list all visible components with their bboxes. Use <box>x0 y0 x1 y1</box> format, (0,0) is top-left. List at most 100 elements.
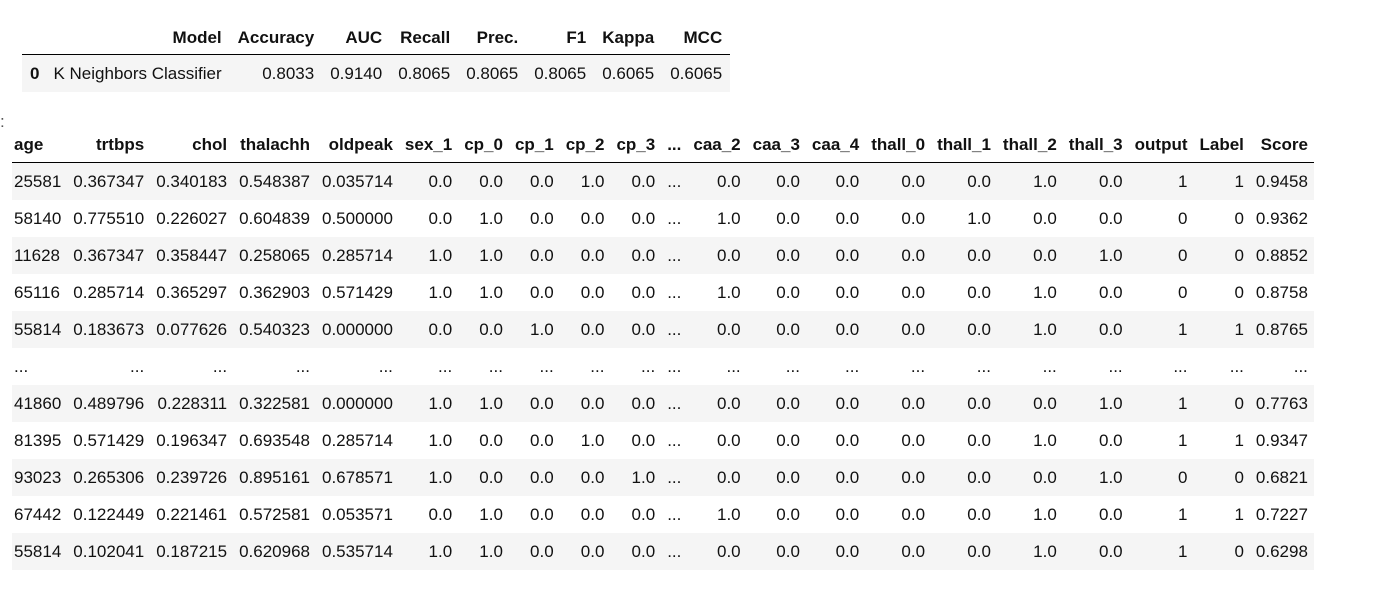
table-cell: 1 <box>1193 162 1250 200</box>
table-cell: 0.0 <box>931 237 997 274</box>
table-cell: 0.0 <box>805 162 866 200</box>
table-cell: 0.0 <box>746 162 806 200</box>
metrics-cell: 0.8065 <box>390 54 459 92</box>
data-column-header: cp_0 <box>458 128 509 163</box>
table-cell: ... <box>438 356 453 376</box>
table-cell: 0.0 <box>631 208 656 228</box>
data-column-header: caa_4 <box>805 128 866 163</box>
table-cell: 0.0 <box>996 237 1063 274</box>
table-cell: 0.0 <box>865 385 932 422</box>
table-cell: 0.0 <box>865 459 932 496</box>
data-column-header: ... <box>661 128 688 163</box>
table-cell: 0.8758 <box>1255 282 1308 302</box>
table-cell: 1.0 <box>610 459 662 496</box>
table-cell: 0.0 <box>1099 430 1123 450</box>
metrics-header-row: Model Accuracy AUC Recall Prec. F1 Kappa MCC <box>22 22 731 55</box>
table-cell: 0.548387 <box>233 162 316 200</box>
metrics-column-header: Prec. <box>458 22 527 55</box>
data-column-header: thalachh <box>233 128 316 163</box>
table-cell: 0.0 <box>835 430 860 450</box>
metrics-cell: K Neighbors Classifier <box>45 54 230 92</box>
row-index: 93023 <box>12 459 68 496</box>
table-row: 65116 0.285714 0.365297 0.362903 0.571429 1.0… <box>12 274 1314 311</box>
table-cell: 0.0 <box>1062 533 1129 570</box>
metrics-cell: 0.8033 <box>229 54 323 92</box>
table-cell: ... <box>661 311 688 348</box>
table-cell: ... <box>661 533 688 570</box>
table-cell: 0.0 <box>746 533 806 570</box>
table-cell: 0.358447 <box>150 237 234 274</box>
table-cell: 1.0 <box>996 311 1063 348</box>
table-cell: 0.0 <box>1099 282 1123 302</box>
data-column-header: thall_0 <box>865 128 932 163</box>
table-cell: 0.0 <box>931 385 997 422</box>
table-cell: 0.0 <box>746 311 806 348</box>
table-cell: 0.0 <box>580 208 605 228</box>
table-cell: 0.0 <box>865 533 932 570</box>
table-cell: 0.0 <box>458 459 509 496</box>
table-cell: 0.0 <box>931 311 997 348</box>
table-cell: 0.265306 <box>67 459 151 496</box>
table-cell: 0.540323 <box>233 311 316 348</box>
table-cell: 0.285714 <box>73 282 145 302</box>
table-row: 81395 0.571429 0.196347 0.693548 0.285714 1.0… <box>12 422 1314 459</box>
table-row: 67442 0.122449 0.221461 0.572581 0.053571 0.0… <box>12 496 1314 533</box>
table-cell: 1.0 <box>479 282 503 302</box>
table-cell: 0.0 <box>1062 311 1129 348</box>
metrics-column-header: Accuracy <box>229 22 323 55</box>
table-cell: 0.0 <box>610 237 662 274</box>
table-cell: 0 <box>1193 237 1250 274</box>
table-cell: 0.0 <box>776 504 800 524</box>
table-cell: 0.0 <box>746 237 806 274</box>
table-cell: 0.0 <box>631 504 656 524</box>
row-index: 25581 <box>12 162 68 200</box>
table-cell: 0.0 <box>746 385 806 422</box>
metrics-column-header: Model <box>45 22 230 55</box>
table-cell: 1.0 <box>479 208 503 228</box>
table-cell: ... <box>726 356 741 376</box>
table-cell: 1.0 <box>398 237 459 274</box>
table-cell: 0 <box>1234 208 1244 228</box>
table-cell: ... <box>488 356 503 376</box>
metrics-cell: 0.6065 <box>594 54 663 92</box>
data-column-header: caa_2 <box>687 128 747 163</box>
table-cell: 1.0 <box>996 533 1063 570</box>
data-column-header: thall_2 <box>996 128 1063 163</box>
table-cell: ... <box>667 504 682 524</box>
table-cell: 0.122449 <box>73 504 145 524</box>
table-cell: 1 <box>1178 504 1188 524</box>
table-cell: 1 <box>1234 430 1244 450</box>
table-cell: 0.285714 <box>322 430 393 450</box>
table-cell: 1.0 <box>508 311 560 348</box>
table-cell: 0.000000 <box>316 385 399 422</box>
table-cell: 0.895161 <box>233 459 316 496</box>
table-cell: 0.620968 <box>233 533 316 570</box>
metrics-cell: 0.8065 <box>526 54 595 92</box>
table-row: 11628 0.367347 0.358447 0.258065 0.285714 1.0… <box>12 237 1314 274</box>
table-cell: 0 <box>1178 282 1188 302</box>
table-cell: ... <box>667 282 682 302</box>
table-cell: 1.0 <box>398 459 459 496</box>
table-cell: 0.0 <box>530 504 554 524</box>
table-cell: 1 <box>1128 385 1194 422</box>
table-cell: ... <box>661 459 688 496</box>
data-column-header: cp_3 <box>610 128 662 163</box>
cell-output-marker: : <box>0 112 5 131</box>
table-cell: 0.0 <box>776 282 800 302</box>
table-cell: 0.187215 <box>150 533 234 570</box>
table-cell: 0.0 <box>996 459 1063 496</box>
row-index: 58140 <box>14 208 62 228</box>
metrics-column-header: F1 <box>526 22 595 55</box>
row-index: 67442 <box>14 504 62 524</box>
table-cell: 0.0 <box>530 282 554 302</box>
table-cell: 1.0 <box>1033 430 1057 450</box>
table-cell: ... <box>295 356 310 376</box>
table-cell: 1.0 <box>458 237 509 274</box>
table-cell: ... <box>641 356 656 376</box>
table-cell: 0.228311 <box>150 385 234 422</box>
table-cell: ... <box>539 356 554 376</box>
table-cell: 0.0 <box>610 311 662 348</box>
table-cell: 0.0 <box>901 430 926 450</box>
table-cell: 0.489796 <box>67 385 151 422</box>
